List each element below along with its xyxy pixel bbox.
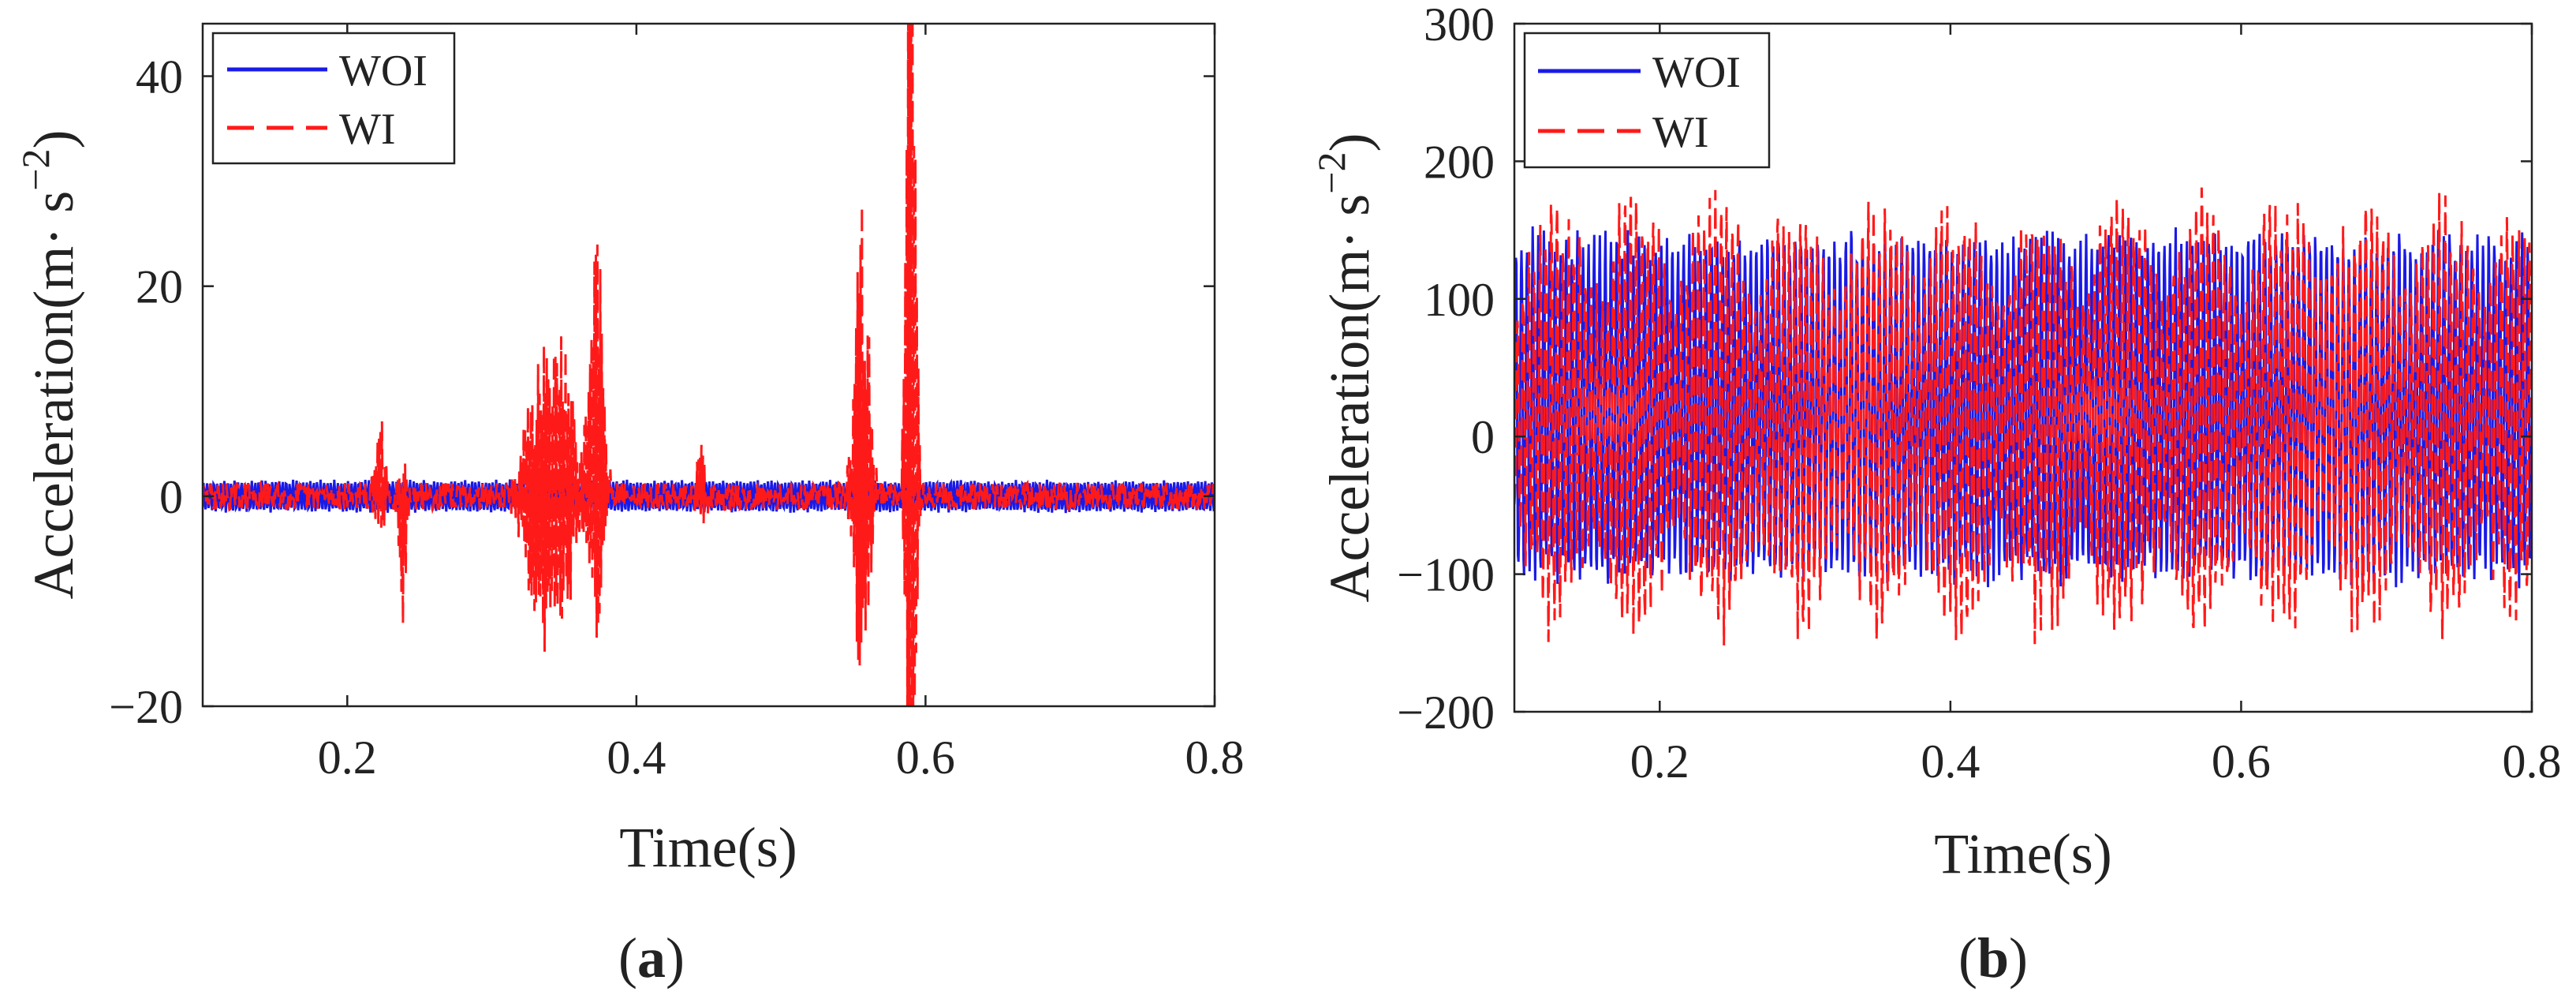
x-axis-label-b: Time(s) bbox=[1934, 822, 2111, 885]
y-axis-label-close-b: ) bbox=[1318, 133, 1381, 152]
plot-area-a bbox=[203, 24, 1215, 706]
axes-frame-a bbox=[201, 22, 1216, 708]
panel-label-a: (a) bbox=[618, 926, 685, 990]
x-tick-label-b-2: 0.6 bbox=[2212, 735, 2271, 788]
y-tick-label-a-2: 20 bbox=[136, 261, 183, 313]
x-axis-b: 0.2 0.4 0.6 0.8 bbox=[1630, 24, 2562, 788]
legend-box-b bbox=[1523, 32, 1771, 169]
y-axis-b: −200 −100 0 100 200 300 bbox=[1397, 0, 2532, 739]
series-wi-a bbox=[203, 24, 1215, 706]
y-tick-label-b-3: 100 bbox=[1424, 274, 1495, 326]
y-axis-label-main-b: Acceleration(m· s bbox=[1318, 194, 1381, 603]
y-tick-label-b-0: −200 bbox=[1397, 687, 1495, 739]
legend-b: WOI WI bbox=[1523, 32, 1771, 169]
x-tick-label-a-3: 0.8 bbox=[1185, 731, 1245, 784]
y-tick-label-a-0: −20 bbox=[109, 681, 183, 733]
y-tick-label-a-1: 0 bbox=[159, 471, 183, 523]
y-axis-label-b: Acceleration(m· s−2) bbox=[1309, 133, 1381, 603]
plot-area-b bbox=[1514, 187, 2532, 645]
y-axis-a: −20 0 20 40 bbox=[109, 51, 1215, 733]
y-tick-label-a-3: 40 bbox=[136, 51, 183, 103]
y-tick-label-b-1: −100 bbox=[1397, 549, 1495, 601]
y-axis-label-close-a: ) bbox=[22, 130, 85, 149]
x-tick-label-a-2: 0.6 bbox=[896, 731, 955, 784]
legend-label-wi-b: WI bbox=[1652, 108, 1709, 157]
y-axis-label-a: Acceleration(m· s−2) bbox=[13, 130, 85, 600]
legend-label-woi-b: WOI bbox=[1652, 48, 1741, 97]
x-axis-a: 0.2 0.4 0.6 0.8 bbox=[318, 24, 1245, 784]
y-axis-label-sup-b: −2 bbox=[1309, 152, 1353, 194]
series-wi-b bbox=[1514, 187, 2532, 645]
legend-label-wi-a: WI bbox=[339, 105, 396, 154]
legend-box-a bbox=[211, 32, 456, 165]
line-wi-b bbox=[1514, 187, 2532, 645]
legend-label-woi-a: WOI bbox=[339, 47, 427, 95]
y-axis-label-main-a: Acceleration(m· s bbox=[22, 191, 85, 600]
y-axis-label-sup-a: −2 bbox=[13, 149, 58, 191]
x-tick-label-a-0: 0.2 bbox=[318, 731, 377, 784]
x-tick-label-b-3: 0.8 bbox=[2503, 735, 2562, 788]
x-tick-label-b-0: 0.2 bbox=[1630, 735, 1689, 788]
panel-label-b: (b) bbox=[1958, 926, 2028, 990]
panel-a: 0.2 0.4 0.6 0.8 −20 0 20 40 Time(s) Accelerati… bbox=[13, 22, 1245, 990]
line-wi-a bbox=[203, 24, 1215, 706]
y-tick-label-b-4: 200 bbox=[1424, 136, 1495, 188]
x-tick-label-a-1: 0.4 bbox=[607, 731, 666, 784]
panel-letter-a: a bbox=[637, 926, 666, 990]
legend-a: WOI WI bbox=[211, 32, 456, 165]
y-tick-label-b-2: 0 bbox=[1471, 411, 1495, 463]
panel-letter-b: b bbox=[1977, 926, 2009, 990]
x-tick-label-b-1: 0.4 bbox=[1921, 735, 1980, 788]
x-axis-label-a: Time(s) bbox=[619, 816, 797, 879]
y-tick-label-b-5: 300 bbox=[1424, 0, 1495, 51]
axes-frame-b bbox=[1513, 22, 2533, 713]
